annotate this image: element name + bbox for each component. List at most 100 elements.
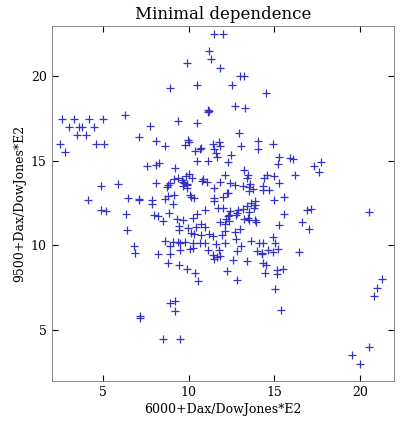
Point [218, 231, 225, 238]
Point [254, 247, 260, 254]
Point [175, 239, 182, 246]
Point [270, 234, 276, 241]
Point [125, 195, 131, 202]
Point [236, 129, 242, 136]
Point [246, 188, 252, 195]
Point [184, 184, 190, 191]
Point [274, 270, 280, 277]
Point [185, 138, 192, 145]
Point [255, 138, 262, 144]
Point [199, 175, 206, 182]
Point [192, 224, 199, 230]
Point [176, 227, 183, 233]
Point [192, 147, 198, 154]
Point [205, 246, 211, 253]
Point [223, 215, 230, 222]
Point [237, 73, 243, 80]
Point [170, 200, 176, 207]
Point [240, 73, 247, 80]
Point [250, 185, 256, 192]
Point [181, 141, 188, 148]
Point [202, 206, 208, 213]
Point [276, 154, 282, 161]
Point [210, 233, 216, 240]
Point [167, 180, 174, 187]
Point [246, 184, 252, 191]
Point [155, 212, 162, 219]
Point [315, 169, 322, 176]
Point [190, 214, 196, 221]
Point [240, 182, 247, 189]
Point [244, 257, 250, 264]
Point [194, 81, 200, 88]
Point [91, 123, 98, 130]
Point [281, 211, 288, 218]
Point [165, 193, 171, 200]
Point [174, 216, 180, 223]
Point [175, 175, 181, 182]
Point [137, 312, 144, 319]
Point [233, 235, 240, 242]
Point [74, 132, 80, 139]
Point [204, 178, 210, 185]
Point [147, 123, 154, 130]
Point [180, 217, 186, 224]
Point [232, 228, 238, 235]
Point [180, 179, 186, 186]
Point [165, 182, 172, 189]
Point [210, 195, 217, 202]
Point [291, 172, 298, 178]
Point [199, 178, 205, 184]
Point [306, 225, 312, 232]
Point [304, 206, 310, 213]
Point [220, 31, 226, 37]
Point [259, 250, 265, 257]
Point [76, 123, 82, 130]
Point [155, 251, 162, 258]
Point [132, 250, 138, 257]
Point [162, 196, 168, 203]
Point [172, 298, 178, 304]
Point [216, 138, 222, 145]
Point [167, 299, 174, 306]
Point [101, 140, 107, 147]
Point [197, 240, 203, 247]
Point [164, 260, 171, 267]
Point [234, 276, 241, 283]
Point [264, 246, 271, 253]
Point [233, 211, 240, 218]
Point [103, 207, 110, 214]
Point [205, 109, 211, 116]
Y-axis label: 9500+Dax/DowJones*E2: 9500+Dax/DowJones*E2 [14, 125, 26, 282]
Point [220, 204, 227, 211]
Point [193, 157, 200, 164]
Point [210, 146, 217, 153]
Point [98, 182, 104, 189]
Point [167, 85, 173, 92]
Point [234, 209, 240, 216]
Point [205, 106, 211, 113]
Point [167, 243, 173, 249]
Point [188, 230, 194, 237]
Point [150, 212, 157, 218]
Point [186, 170, 192, 177]
Point [210, 252, 216, 258]
Point [206, 47, 212, 54]
Point [191, 195, 198, 202]
Point [189, 175, 195, 182]
Point [194, 120, 200, 126]
Point [115, 181, 122, 188]
Point [123, 211, 129, 218]
Point [188, 194, 194, 201]
Point [211, 198, 217, 205]
Point [250, 205, 257, 212]
Point [190, 245, 196, 252]
Point [176, 222, 182, 229]
Point [225, 189, 231, 196]
Point [222, 221, 228, 227]
Point [318, 158, 324, 165]
Point [211, 255, 218, 262]
Point [234, 247, 240, 254]
Point [236, 225, 243, 232]
Point [143, 162, 150, 169]
